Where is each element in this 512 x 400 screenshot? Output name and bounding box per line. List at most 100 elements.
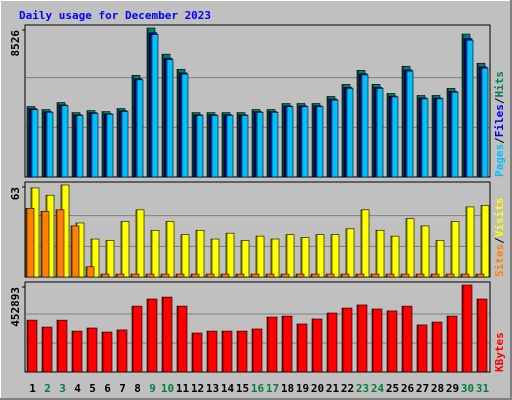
bar <box>375 229 385 278</box>
bar <box>26 319 38 373</box>
bar <box>135 79 144 178</box>
x-tick-label: 27 <box>416 382 429 395</box>
x-tick-label: 17 <box>266 382 279 395</box>
x-tick-label: 11 <box>176 382 190 395</box>
bar <box>195 229 205 278</box>
bar <box>400 273 410 278</box>
bar <box>315 234 325 278</box>
bar <box>345 88 354 178</box>
bar <box>370 273 380 278</box>
bar <box>310 273 320 278</box>
x-tick-label: 22 <box>341 382 354 395</box>
x-tick-label: 18 <box>281 382 294 395</box>
bar <box>296 323 308 373</box>
bar <box>56 319 68 373</box>
bar <box>70 225 80 278</box>
legend-entry: Hits <box>493 71 506 98</box>
bar <box>176 305 188 373</box>
x-tick-label: 21 <box>326 382 340 395</box>
bar <box>375 88 384 178</box>
x-tick-label: 3 <box>59 382 66 395</box>
bar <box>115 273 125 278</box>
bar <box>461 284 473 373</box>
bar <box>250 273 260 278</box>
bar <box>165 221 175 278</box>
bar <box>360 209 370 278</box>
bar <box>435 240 445 278</box>
bar <box>240 240 250 278</box>
bar <box>420 225 430 278</box>
x-tick-label: 9 <box>149 382 156 395</box>
x-tick-label: 30 <box>461 382 474 395</box>
bar <box>195 115 204 178</box>
bar <box>146 298 158 373</box>
legend-entry: Files <box>493 104 506 137</box>
x-tick-label: 4 <box>74 382 81 395</box>
x-tick-label: 24 <box>371 382 385 395</box>
legend-entry: KBytes <box>493 332 506 372</box>
bar <box>360 74 369 178</box>
bar <box>281 315 293 373</box>
bar <box>325 273 335 278</box>
x-tick-label: 10 <box>161 382 174 395</box>
bar <box>105 240 115 278</box>
bar <box>30 109 39 178</box>
x-tick-label: 31 <box>476 382 490 395</box>
legend-separator: / <box>493 237 506 244</box>
bar <box>145 273 155 278</box>
bar <box>150 229 160 278</box>
y-tick-label: 63 <box>9 187 22 200</box>
bar <box>480 67 489 178</box>
bar <box>180 73 189 178</box>
bar <box>180 234 190 278</box>
chart-title: Daily usage for December 2023 <box>19 9 211 22</box>
bar <box>161 296 173 373</box>
x-tick-label: 14 <box>221 382 235 395</box>
x-tick-label: 7 <box>119 382 126 395</box>
bar <box>480 205 490 278</box>
bar <box>251 328 263 373</box>
x-tick-label: 12 <box>191 382 204 395</box>
bar <box>265 273 275 278</box>
bar <box>311 318 323 373</box>
bar <box>71 330 83 373</box>
legend-entry: Sites <box>493 244 506 277</box>
bar <box>120 111 129 178</box>
bar <box>356 304 368 373</box>
bar <box>415 273 425 278</box>
bar <box>131 305 143 373</box>
bar <box>210 115 219 178</box>
bar <box>280 273 290 278</box>
x-tick-label: 20 <box>311 382 324 395</box>
bar <box>390 235 400 278</box>
bar <box>255 112 264 178</box>
bar <box>385 273 395 278</box>
bar <box>120 221 130 278</box>
bar <box>90 113 99 178</box>
bar <box>85 266 95 278</box>
bar <box>405 70 414 178</box>
bar <box>266 316 278 373</box>
bar <box>41 326 53 373</box>
bar <box>101 331 113 373</box>
bar <box>405 218 415 278</box>
bar <box>330 99 339 178</box>
bar <box>300 237 310 278</box>
bar <box>475 273 485 278</box>
x-tick-label: 16 <box>251 382 265 395</box>
bar <box>435 98 444 178</box>
bar <box>345 228 355 278</box>
bar <box>100 273 110 278</box>
bar <box>206 330 218 373</box>
bar <box>285 106 294 178</box>
x-tick-label: 6 <box>104 382 111 395</box>
bar <box>175 273 185 278</box>
x-tick-label: 23 <box>356 382 369 395</box>
bar <box>420 98 429 178</box>
bar <box>446 315 458 373</box>
bar <box>315 106 324 178</box>
bar <box>150 34 159 178</box>
bar <box>45 112 54 178</box>
bar <box>90 238 100 278</box>
